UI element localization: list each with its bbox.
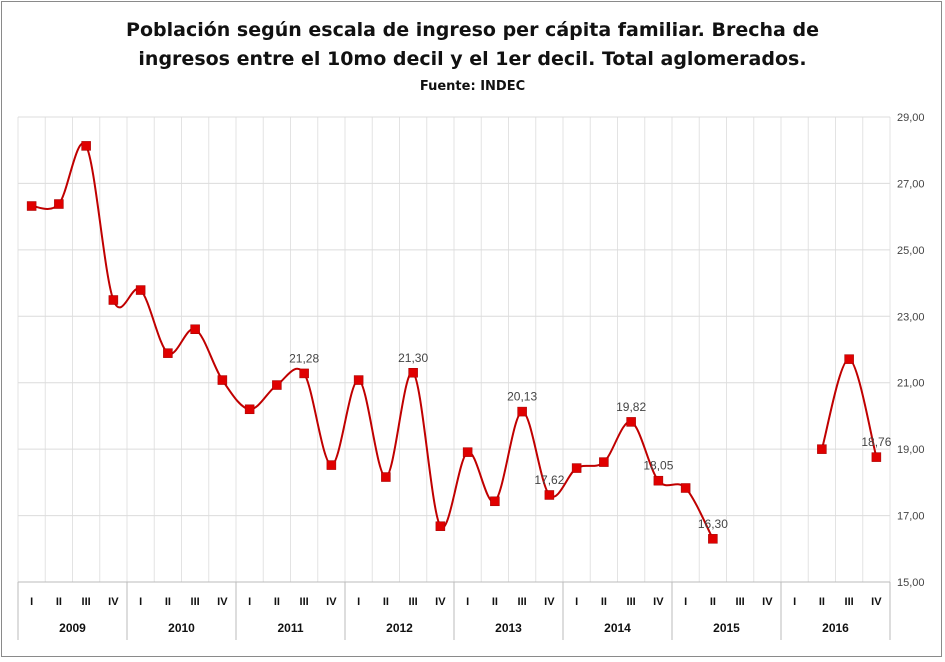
- data-point-marker: [490, 496, 500, 507]
- data-point-marker: [26, 201, 37, 211]
- data-label: 20,13: [507, 390, 537, 404]
- x-quarter-label: II: [383, 596, 389, 608]
- x-quarter-label: IV: [871, 596, 882, 608]
- y-tick-label: 23,00: [897, 311, 925, 323]
- chart-title-line-2: ingresos entre el 10mo decil y el 1er de…: [138, 48, 807, 70]
- x-quarter-label: III: [736, 596, 745, 608]
- x-quarter-label: I: [139, 596, 142, 608]
- chart-title-line-1: Población según escala de ingreso per cá…: [126, 19, 819, 41]
- data-point-marker: [408, 368, 418, 378]
- data-point-marker: [299, 368, 309, 379]
- x-quarter-label: IV: [217, 596, 228, 608]
- y-tick-label: 25,00: [897, 245, 925, 257]
- data-point-marker: [435, 521, 446, 531]
- data-label: 21,30: [398, 351, 428, 365]
- data-point-marker: [135, 285, 146, 295]
- x-quarter-label: IV: [544, 596, 555, 608]
- chart-title: Población según escala de ingreso per cá…: [0, 16, 945, 74]
- x-quarter-label: III: [845, 596, 854, 608]
- x-year-label: 2016: [822, 621, 849, 635]
- x-quarter-label: III: [300, 596, 309, 608]
- x-year-label: 2015: [713, 621, 740, 635]
- x-quarter-label: II: [56, 596, 62, 608]
- x-quarter-label: I: [684, 596, 687, 608]
- data-point-marker: [517, 406, 527, 417]
- y-tick-label: 15,00: [897, 577, 925, 589]
- y-tick-label: 27,00: [897, 178, 925, 190]
- x-quarter-label: III: [409, 596, 418, 608]
- x-quarter-label: II: [710, 596, 716, 608]
- x-year-label: 2010: [168, 621, 195, 635]
- data-point-marker: [381, 472, 391, 482]
- y-tick-label: 19,00: [897, 444, 925, 456]
- x-quarter-label: I: [248, 596, 251, 608]
- data-label: 16,30: [698, 517, 728, 531]
- data-point-marker: [599, 457, 609, 467]
- data-point-marker: [272, 380, 282, 390]
- data-point-marker: [108, 295, 119, 305]
- data-label: 21,28: [289, 351, 319, 365]
- data-point-marker: [163, 348, 173, 358]
- x-quarter-label: IV: [108, 596, 119, 608]
- x-year-label: 2011: [277, 621, 303, 635]
- chart-subtitle: Fuente: INDEC: [419, 79, 526, 94]
- x-year-label: 2014: [604, 621, 631, 635]
- data-point-marker: [353, 375, 364, 385]
- x-year-label: 2012: [386, 621, 413, 635]
- data-label: 19,82: [616, 400, 646, 414]
- x-quarter-label: I: [575, 596, 578, 608]
- data-point-marker: [708, 534, 718, 544]
- data-point-marker: [244, 404, 255, 415]
- x-quarter-label: II: [492, 596, 498, 608]
- y-tick-label: 17,00: [897, 511, 925, 523]
- x-quarter-label: II: [819, 596, 825, 608]
- x-quarter-label: III: [82, 596, 91, 608]
- x-quarter-label: III: [518, 596, 527, 608]
- data-point-marker: [54, 199, 64, 209]
- data-point-marker: [817, 444, 827, 454]
- x-quarter-label: IV: [653, 596, 664, 608]
- data-label: 17,62: [534, 473, 564, 487]
- data-point-marker: [217, 375, 228, 385]
- x-quarter-label: IV: [326, 596, 337, 608]
- data-point-marker: [326, 460, 337, 470]
- data-point-marker: [653, 475, 664, 486]
- data-label: 18,05: [643, 459, 673, 473]
- data-point-marker: [626, 417, 636, 427]
- data-point-marker: [190, 324, 200, 334]
- data-point-marker: [462, 447, 473, 457]
- x-quarter-label: III: [191, 596, 200, 608]
- x-quarter-label: II: [601, 596, 607, 608]
- x-quarter-label: I: [30, 596, 33, 608]
- x-quarter-label: IV: [435, 596, 446, 608]
- x-quarter-label: I: [793, 596, 796, 608]
- x-quarter-label: IV: [762, 596, 773, 608]
- x-quarter-label: I: [357, 596, 360, 608]
- y-tick-label: 21,00: [897, 378, 925, 390]
- x-quarter-label: II: [274, 596, 280, 608]
- data-point-marker: [544, 490, 555, 500]
- data-point-marker: [680, 483, 691, 493]
- data-point-marker: [844, 354, 854, 364]
- x-year-label: 2013: [495, 621, 522, 635]
- data-point-marker: [571, 463, 582, 473]
- data-label: 18,76: [861, 435, 891, 449]
- x-quarter-label: I: [466, 596, 469, 608]
- x-quarter-label: III: [627, 596, 636, 608]
- x-year-label: 2009: [59, 621, 86, 635]
- x-quarter-label: II: [165, 596, 171, 608]
- data-point-marker: [871, 452, 882, 462]
- data-point-marker: [81, 141, 91, 151]
- y-tick-label: 29,00: [897, 112, 925, 124]
